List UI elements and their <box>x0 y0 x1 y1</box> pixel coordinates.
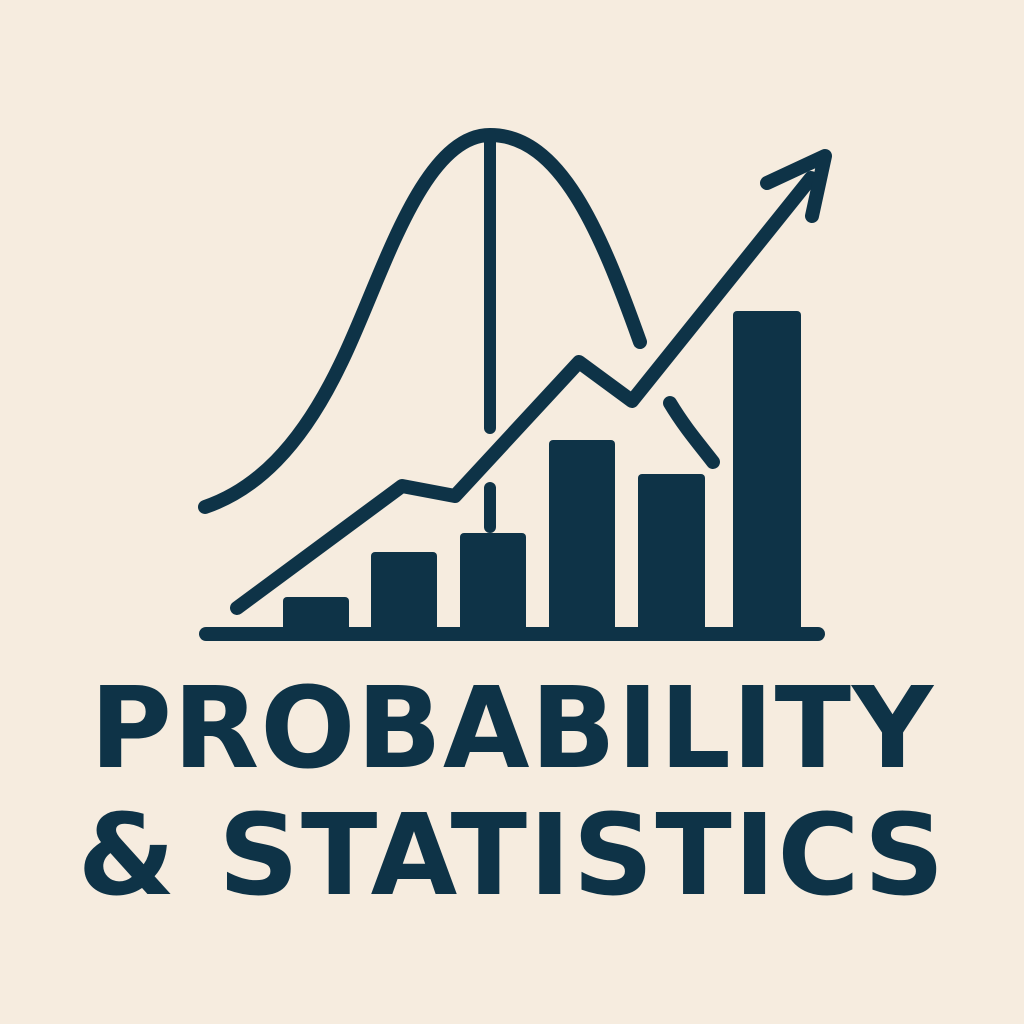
bell-curve <box>198 128 647 514</box>
bar-5 <box>638 474 705 634</box>
bar-3 <box>460 533 526 634</box>
bar-2 <box>371 552 437 634</box>
bar-columns <box>283 311 801 634</box>
trend-line <box>230 171 818 615</box>
bar-4 <box>549 440 615 634</box>
title-line-probability: PROBABILITY <box>89 664 935 794</box>
bell-curve-tail <box>663 396 720 469</box>
trend-arrow-head <box>760 149 832 223</box>
bar-6 <box>733 311 801 634</box>
bar-1 <box>283 597 349 634</box>
title-line-statistics: & STATISTICS <box>77 791 947 921</box>
